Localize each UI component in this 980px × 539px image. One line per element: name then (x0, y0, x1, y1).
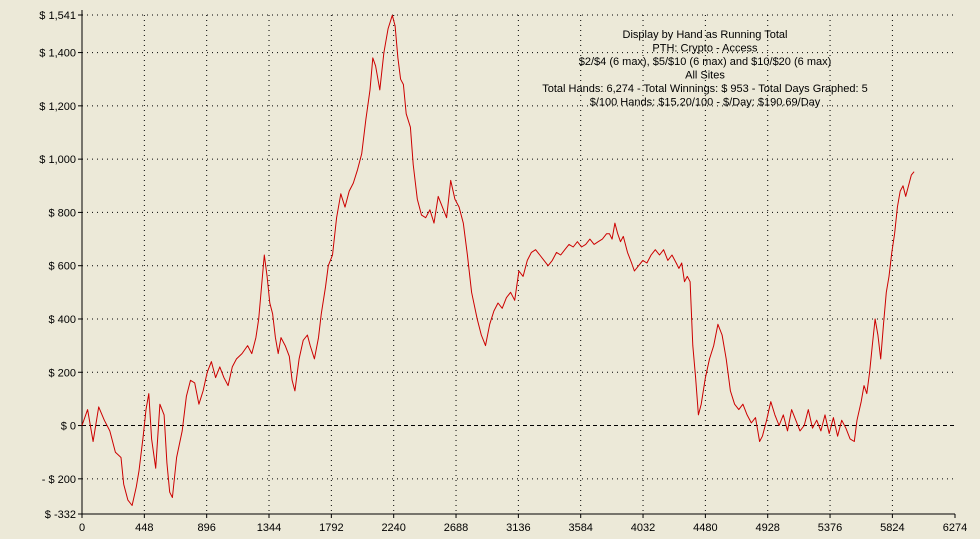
info-line-5: $/100 Hands: $15.20/100 - $/Day: $190.69… (590, 97, 821, 109)
y-tick-label-2: $ 0 (61, 421, 76, 433)
info-line-1: PTH: Crypto - Access (652, 43, 758, 55)
x-tick-label-10: 4480 (693, 522, 717, 534)
y-tick-label-5: $ 600 (48, 261, 76, 273)
y-tick-label-8: $ 1,200 (39, 101, 76, 113)
y-tick-label-7: $ 1,000 (39, 154, 76, 166)
x-tick-label-0: 0 (79, 522, 85, 534)
y-tick-label-9: $ 1,400 (39, 48, 76, 60)
y-tick-label-10: $ 1,541 (39, 10, 76, 22)
x-tick-label-13: 5824 (880, 522, 904, 534)
x-tick-label-7: 3136 (506, 522, 530, 534)
grid (82, 14, 955, 514)
x-tick-label-11: 4928 (755, 522, 779, 534)
y-tick-label-6: $ 800 (48, 207, 76, 219)
x-tick-label-9: 4032 (631, 522, 655, 534)
tick-labels: $ -332 - $ 200 $ 0 $ 200 $ 400 $ 600 $ 800 $ 1,… (39, 10, 967, 534)
x-tick-label-12: 5376 (818, 522, 842, 534)
y-tick-label-4: $ 400 (48, 314, 76, 326)
x-tick-label-6: 2688 (444, 522, 468, 534)
series (81, 14, 915, 506)
y-tick-label-3: $ 200 (48, 367, 76, 379)
x-tick-label-3: 1344 (257, 522, 281, 534)
axes (78, 10, 956, 518)
x-tick-label-1: 448 (135, 522, 153, 534)
info-line-4: Total Hands: 6,274 - Total Winnings: $ 9… (542, 83, 868, 95)
y-tick-label-0: $ -332 (45, 509, 76, 521)
x-tick-label-14: 6274 (943, 522, 967, 534)
x-tick-label-5: 2240 (381, 522, 405, 534)
series-line-0 (81, 14, 915, 506)
y-tick-label-1: - $ 200 (42, 474, 76, 486)
info-box: Display by Hand as Running Total PTH: Cry… (542, 29, 868, 109)
x-tick-label-4: 1792 (319, 522, 343, 534)
info-line-3: All Sites (685, 70, 725, 82)
chart-title: Display by Hand as Running Total (623, 29, 788, 41)
info-line-2: $2/$4 (6 max), $5/$10 (6 max) and $10/$2… (579, 56, 832, 68)
x-tick-label-2: 896 (197, 522, 215, 534)
x-tick-label-8: 3584 (568, 522, 592, 534)
